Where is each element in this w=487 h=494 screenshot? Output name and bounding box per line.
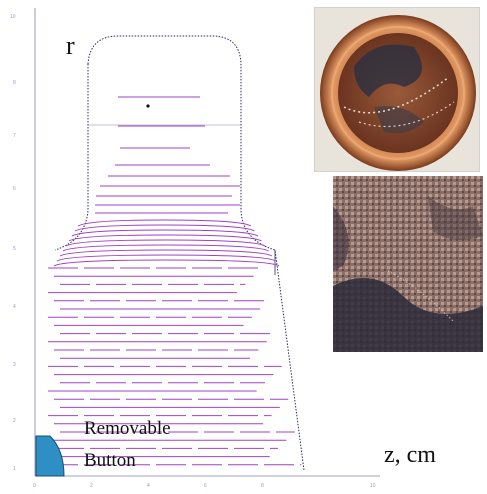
y-tick: 10 xyxy=(10,14,16,20)
copper-dish-photo xyxy=(314,7,480,172)
r-axis-label: r xyxy=(66,31,75,60)
button-label-line2: Button xyxy=(84,450,136,471)
field-line xyxy=(56,254,276,262)
removable-button-shape xyxy=(35,435,65,477)
x-tick: 0 xyxy=(33,483,36,489)
x-tick: 2 xyxy=(90,483,93,489)
surface-closeup-photo xyxy=(333,176,483,352)
x-tick-labels: 0 2 4 6 8 10 xyxy=(33,483,376,489)
y-tick: 5 xyxy=(13,246,16,252)
y-tick-labels: 10 8 7 6 5 4 3 2 1 xyxy=(10,14,16,472)
y-tick: 6 xyxy=(13,186,16,192)
x-tick: 8 xyxy=(261,483,264,489)
z-axis-label: z, cm xyxy=(384,442,436,468)
y-tick: 8 xyxy=(13,80,16,86)
y-tick: 7 xyxy=(13,133,16,139)
y-tick: 2 xyxy=(13,418,16,424)
field-lines xyxy=(48,96,302,466)
field-line xyxy=(53,259,280,267)
x-tick: 6 xyxy=(204,483,207,489)
field-line xyxy=(74,224,255,232)
field-line xyxy=(65,239,266,247)
x-tick: 4 xyxy=(147,483,150,489)
x-tick: 10 xyxy=(370,483,376,489)
y-tick: 1 xyxy=(13,466,16,472)
y-tick: 3 xyxy=(13,362,16,368)
field-line xyxy=(71,229,259,237)
center-point xyxy=(146,104,150,108)
field-line xyxy=(68,234,262,242)
y-tick: 4 xyxy=(13,304,16,310)
field-line xyxy=(77,219,252,227)
field-line xyxy=(62,244,269,252)
chamber-boundary xyxy=(54,35,305,471)
field-line xyxy=(59,249,273,257)
button-label-line1: Removable xyxy=(84,418,171,439)
